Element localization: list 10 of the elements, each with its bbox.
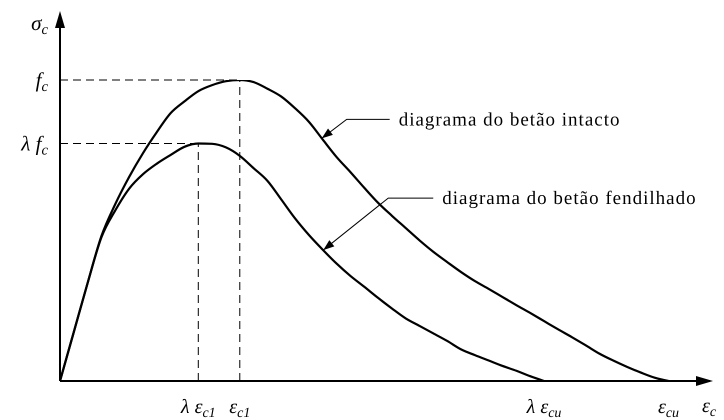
x-tick-label: λ ε$_{c1}$ [180,396,216,420]
ref-line-label: f$_{c}$ [36,68,48,95]
x-tick-label: λ ε$_{cu}$ [526,396,562,420]
x-tick-label: ε$_{c1}$ [229,396,250,420]
x-tick-label: ε$_{cu}$ [658,396,680,420]
y-axis-title: σ$_{c}$ [31,11,48,38]
annotation: diagrama do betão intacto [398,109,620,130]
x-axis-title: ε$_{c}$ [702,395,717,420]
ref-line-label: λ f$_{c}$ [20,132,48,158]
annotation: diagrama do betão fendilhado [442,188,697,210]
